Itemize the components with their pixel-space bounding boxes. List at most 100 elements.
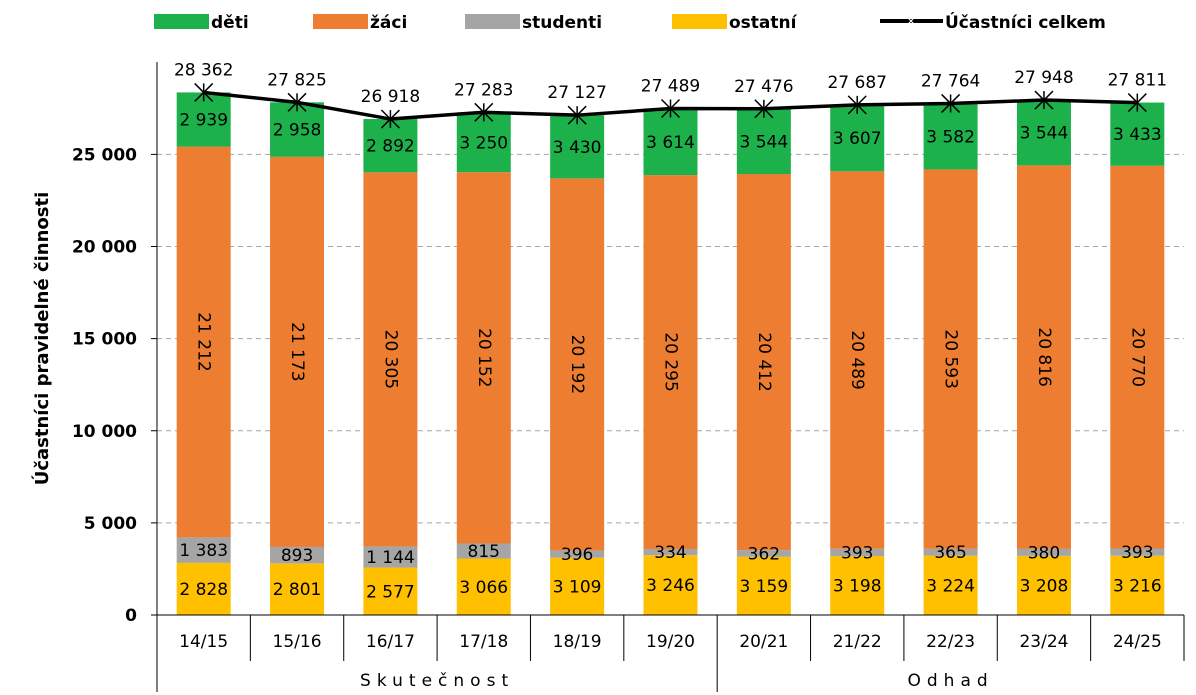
total-label: 27 948: [1014, 68, 1073, 88]
bar-segment: [923, 555, 978, 615]
bar-segment: [550, 557, 605, 615]
bar-segment: [923, 548, 978, 556]
total-marker: [1034, 90, 1054, 110]
data-label: 1 383: [179, 541, 228, 561]
data-label: 21 212: [194, 312, 214, 371]
category-groups: Skutečnost Odhad: [360, 671, 994, 691]
legend-label: děti: [211, 13, 249, 33]
data-label: 20 593: [941, 329, 961, 388]
total-marker: [194, 82, 214, 102]
segment-labels: 2 828 2 801 2 577 3 066 3 109 3 246 3 159 3 198…: [179, 111, 1161, 603]
bar-segment: [270, 102, 325, 157]
data-label: 3 544: [1020, 124, 1069, 144]
bar-segment: [1016, 548, 1071, 556]
legend-swatch: [672, 14, 727, 29]
legend-swatch: [313, 14, 368, 29]
x-tick-label: 21/22: [833, 632, 882, 652]
bar-segment: [456, 112, 511, 173]
data-label: 2 958: [273, 121, 322, 141]
x-tick-label: 22/23: [926, 632, 975, 652]
legend-item: Účastníci celkem: [880, 11, 1106, 33]
bar-segment: [736, 108, 791, 175]
legend-swatch: [465, 14, 520, 29]
axes: [151, 62, 1185, 692]
data-label: 20 770: [1127, 327, 1147, 386]
data-label: 3 198: [833, 577, 882, 597]
bar-segment: [923, 103, 978, 170]
total-marker: [287, 92, 307, 112]
data-label: 3 109: [553, 577, 602, 597]
total-marker: [660, 98, 681, 119]
y-tick-label: 15 000: [72, 330, 137, 350]
bar-segment: [830, 556, 885, 615]
bar-segment: [550, 550, 605, 558]
bar-segment: [456, 543, 511, 559]
y-tick-label: 25 000: [72, 145, 137, 165]
bar-segment: [456, 172, 511, 544]
legend-label: studenti: [522, 13, 602, 33]
total-marker: [1127, 93, 1147, 113]
data-label: 365: [934, 543, 966, 563]
bar-segment: [1016, 555, 1071, 615]
total-label: 27 811: [1108, 71, 1167, 91]
bar-segment: [923, 169, 978, 549]
y-tick-label: 5 000: [84, 514, 137, 534]
data-label: 2 939: [179, 111, 228, 131]
legend-item: studenti: [465, 13, 602, 33]
bar-segment: [1016, 165, 1071, 549]
data-label: 20 305: [380, 330, 400, 389]
bar-segment: [176, 146, 231, 538]
data-label: 20 816: [1034, 327, 1054, 386]
x-tick-label: 17/18: [459, 632, 508, 652]
data-label: 3 159: [740, 577, 789, 597]
data-label: 1 144: [366, 548, 415, 568]
data-label: 3 614: [646, 133, 695, 153]
data-label: 3 216: [1113, 576, 1162, 596]
x-tick-label: 15/16: [273, 632, 322, 652]
data-label: 393: [1121, 543, 1153, 563]
bar-segment: [363, 172, 418, 547]
bar-segment: [1110, 555, 1165, 615]
bar-segment: [1110, 102, 1165, 166]
total-marker: [380, 109, 400, 129]
data-label: 3 066: [459, 578, 508, 598]
data-label: 20 192: [567, 335, 587, 394]
bar-segment: [830, 104, 885, 172]
bar-segment: [643, 175, 698, 550]
data-label: 380: [1028, 543, 1060, 563]
data-label: 362: [748, 544, 780, 564]
bar-segment: [270, 563, 325, 615]
data-label: 3 433: [1113, 125, 1162, 145]
bar-segment: [176, 92, 231, 147]
total-label: 27 764: [921, 71, 980, 91]
total-label: 28 362: [174, 60, 233, 80]
data-label: 20 489: [847, 330, 867, 389]
data-label: 393: [841, 543, 873, 563]
x-tick-label: 19/20: [646, 632, 695, 652]
data-label: 396: [561, 545, 593, 565]
bar-segment: [643, 108, 698, 176]
bar-segment: [643, 549, 698, 556]
total-marker: [754, 99, 774, 119]
total-label: 27 489: [641, 77, 700, 97]
legend-label: žáci: [370, 13, 407, 33]
data-label: 3 250: [459, 133, 508, 153]
bar-segment: [270, 156, 325, 547]
data-label: 2 892: [366, 137, 415, 157]
total-label: 27 476: [734, 77, 793, 97]
data-label: 20 412: [754, 332, 774, 391]
data-label: 20 152: [474, 328, 494, 387]
data-label: 3 544: [740, 132, 789, 152]
y-tick-labels: 0 5 000 10 000 15 000 20 000 25 000: [72, 145, 137, 626]
group-label: Odhad: [908, 671, 994, 691]
x-tick-label: 14/15: [179, 632, 228, 652]
bar-segment: [643, 555, 698, 615]
x-tick-label: 20/21: [739, 632, 788, 652]
x-tick-label: 16/17: [366, 632, 415, 652]
data-label: 2 577: [366, 582, 415, 602]
x-tick-labels: 14/15 15/16 16/17 17/18 18/19 19/20 20/21 21/22…: [179, 632, 1162, 652]
legend-item: ostatní: [672, 13, 798, 33]
data-label: 3 246: [646, 576, 695, 596]
bars: [176, 92, 1165, 615]
